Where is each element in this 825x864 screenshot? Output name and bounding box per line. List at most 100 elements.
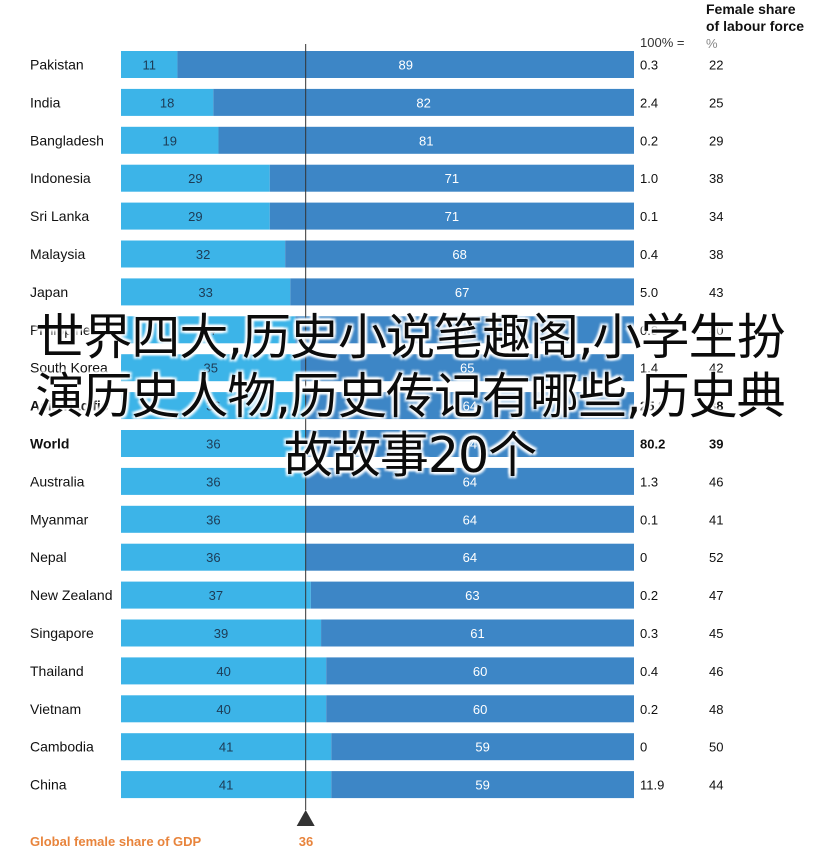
male-bar: [321, 619, 634, 647]
female-bar-label: 33: [198, 285, 212, 300]
country-label: Vietnam: [30, 701, 81, 717]
female-bar-label: 35: [204, 361, 218, 376]
male-bar: [269, 164, 634, 192]
female-bar-label: 40: [216, 702, 230, 717]
column-female-labour-value: 52: [709, 550, 723, 565]
column-100pct-value: 0: [640, 740, 647, 755]
female-bar: [121, 202, 270, 230]
country-label: India: [30, 94, 61, 110]
female-bar: [121, 316, 296, 344]
female-bar-label: 36: [206, 399, 220, 414]
male-bar: [177, 51, 634, 78]
column-100pct-value: 0.1: [640, 512, 658, 527]
male-bar-label: 63: [465, 588, 479, 603]
column-female-labour-value: 38: [709, 247, 723, 262]
column-100pct-value: 0.1: [640, 209, 658, 224]
female-bar: [121, 657, 327, 685]
country-label: Myanmar: [30, 511, 89, 527]
male-bar-label: 81: [419, 133, 433, 148]
female-bar-label: 36: [206, 512, 220, 527]
male-bar-label: 68: [452, 247, 466, 262]
male-bar-label: 60: [473, 702, 487, 717]
column-female-labour-value: 38: [709, 171, 723, 186]
column-female-labour-value: 29: [709, 133, 723, 148]
female-bar: [121, 278, 291, 306]
male-bar-label: 64: [463, 550, 477, 565]
column-100pct-value: 1.0: [640, 171, 658, 186]
country-label: Thailand: [30, 663, 84, 679]
female-bar-label: 19: [163, 133, 177, 148]
male-bar: [331, 733, 634, 761]
male-bar-label: 65: [460, 361, 474, 376]
column-female-labour-value: 48: [709, 702, 723, 717]
country-label: World: [30, 436, 69, 452]
country-label: Japan: [30, 284, 68, 300]
column-100pct-value: 2.4: [640, 95, 658, 110]
female-bar: [121, 581, 311, 609]
column-female-labour-value: 38: [709, 399, 723, 414]
column-female-labour-value: 45: [709, 626, 723, 641]
female-bar-label: 36: [206, 437, 220, 452]
column-100pct-value: 25.8: [640, 399, 665, 414]
female-bar: [121, 164, 270, 192]
female-bar: [121, 88, 214, 116]
column-female-labour-value: 39: [709, 437, 723, 452]
male-bar-label: 60: [473, 664, 487, 679]
male-bar: [310, 581, 634, 609]
country-label: Philippines: [30, 322, 98, 338]
male-bar: [305, 467, 634, 495]
female-bar-label: 29: [188, 171, 202, 186]
column-100pct-value: 0.3: [640, 323, 658, 338]
column-100pct-value: 0.4: [640, 247, 658, 262]
male-bar-label: 64: [463, 474, 477, 489]
male-bar: [305, 505, 634, 533]
female-bar-label: 11: [142, 58, 156, 73]
female-bar: [121, 695, 327, 723]
female-bar: [121, 505, 306, 533]
male-bar: [305, 430, 634, 457]
watermark-overlay-text: 世界四大,历史小说笔趣阁,小学生扮演历史人物,历史传记有哪些,历史典故故事20个: [35, 309, 785, 484]
female-bar-label: 36: [206, 474, 220, 489]
country-label: Asia Pacific: [30, 398, 109, 414]
male-bar-label: 59: [475, 740, 489, 755]
column-female-labour-value: 40: [709, 323, 723, 338]
column-100pct-value: 0.3: [640, 626, 658, 641]
column-female-labour-value: 50: [709, 740, 723, 755]
country-label: Singapore: [30, 625, 94, 641]
female-bar: [121, 430, 306, 457]
chart-rows: Pakistan 11 89 0.3 22 India 18 82 2.4 25 Banglades…: [30, 51, 723, 799]
reference-value: 36: [299, 834, 313, 849]
male-bar-label: 64: [463, 399, 477, 414]
column-female-labour-value: 46: [709, 664, 723, 679]
column-female-labour-value: 22: [709, 58, 723, 73]
column-100pct-value: 5.0: [640, 285, 658, 300]
male-bar-label: 67: [455, 285, 469, 300]
male-bar: [331, 771, 634, 799]
male-bar: [300, 354, 634, 382]
column-female-labour-value: 41: [709, 512, 723, 527]
column-100pct-value: 1.3: [640, 474, 658, 489]
column-female-labour-value: 47: [709, 588, 723, 603]
male-bar: [269, 202, 634, 230]
female-bar: [121, 619, 322, 647]
female-bar-label: 32: [196, 247, 210, 262]
column-100pct-value: 0.2: [640, 588, 658, 603]
female-bar: [121, 543, 306, 571]
female-bar: [121, 126, 219, 154]
male-bar: [290, 278, 634, 306]
country-label: South Korea: [30, 360, 108, 376]
female-bar: [121, 467, 306, 495]
column-female-labour-value: 25: [709, 95, 723, 110]
female-bar-label: 34: [201, 323, 215, 338]
female-bar: [121, 771, 332, 799]
female-bar-label: 18: [160, 95, 174, 110]
country-label: Indonesia: [30, 170, 91, 186]
column-100pct-value: 1.4: [640, 361, 658, 376]
female-bar: [121, 392, 306, 420]
column-100pct-value: 80.2: [640, 437, 665, 452]
male-bar: [213, 88, 634, 116]
header-title-line1: Female share: [706, 1, 796, 17]
male-bar-label: 64: [463, 512, 477, 527]
footer-label: Global female share of GDP: [30, 834, 202, 849]
column-female-labour-value: 44: [709, 778, 723, 793]
